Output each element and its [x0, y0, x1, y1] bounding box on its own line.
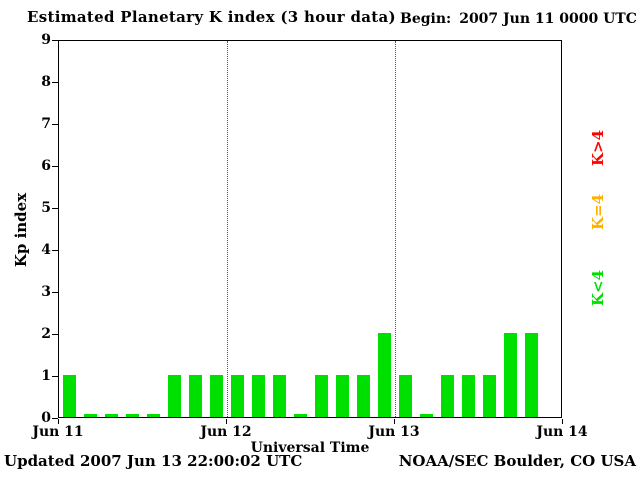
y-tick-mark: [52, 81, 58, 83]
y-tick-label: 7: [41, 116, 51, 132]
kp-bar: [147, 414, 160, 417]
kp-bar: [273, 375, 286, 417]
y-tick-label: 9: [41, 32, 51, 48]
y-tick-mark: [52, 207, 58, 209]
kp-bar: [441, 375, 454, 417]
y-axis-title: Kp index: [12, 192, 30, 268]
y-tick-mark: [52, 165, 58, 167]
y-tick-mark: [52, 291, 58, 293]
kp-bar: [210, 375, 223, 417]
x-tick-label: Jun 12: [200, 424, 252, 440]
y-tick-mark: [52, 333, 58, 335]
y-tick-label: 2: [41, 326, 51, 342]
kp-bar: [294, 414, 307, 417]
kp-bar: [504, 333, 517, 417]
kp-bar: [63, 375, 76, 417]
y-tick-mark: [52, 417, 58, 419]
kp-bar: [84, 414, 97, 417]
y-tick-mark: [52, 39, 58, 41]
kp-bar: [252, 375, 265, 417]
kp-bar: [336, 375, 349, 417]
y-tick-mark: [52, 123, 58, 125]
y-tick-mark: [52, 375, 58, 377]
begin-label: Begin:: [400, 11, 452, 27]
kp-bar: [126, 414, 139, 417]
legend-k-equal-4: K=4: [589, 193, 607, 231]
kp-bar: [189, 375, 202, 417]
kp-bar: [399, 375, 412, 417]
y-tick-label: 5: [41, 200, 51, 216]
begin-timestamp: Begin: 2007 Jun 11 0000 UTC: [400, 11, 637, 27]
kp-bar: [483, 375, 496, 417]
legend-k-above-4: K>4: [589, 129, 607, 167]
y-tick-label: 3: [41, 284, 51, 300]
x-tick-label: Jun 14: [536, 424, 588, 440]
x-tick-mark: [226, 419, 227, 424]
y-tick-label: 4: [41, 242, 51, 258]
x-tick-mark: [394, 419, 395, 424]
y-tick-label: 1: [41, 368, 51, 384]
chart-title: Estimated Planetary K index (3 hour data…: [27, 8, 396, 26]
legend-k-below-4: K<4: [589, 269, 607, 307]
kp-bar: [420, 414, 433, 417]
x-tick-mark: [58, 419, 59, 424]
plot-area: [58, 40, 562, 418]
source-credit: NOAA/SEC Boulder, CO USA: [398, 452, 636, 470]
day-boundary-gridline: [395, 41, 396, 417]
kp-bar: [357, 375, 370, 417]
kp-bar: [315, 375, 328, 417]
x-axis-title: Universal Time: [250, 440, 370, 456]
x-tick-label: Jun 11: [32, 424, 84, 440]
kp-bar: [462, 375, 475, 417]
y-tick-label: 6: [41, 158, 51, 174]
y-tick-label: 8: [41, 74, 51, 90]
begin-value: 2007 Jun 11 0000 UTC: [459, 11, 637, 27]
kp-bar: [231, 375, 244, 417]
kp-bar: [378, 333, 391, 417]
y-tick-label: 0: [41, 410, 51, 426]
kp-bar: [168, 375, 181, 417]
kp-bar: [525, 333, 538, 417]
y-tick-mark: [52, 249, 58, 251]
day-boundary-gridline: [227, 41, 228, 417]
kp-bar: [105, 414, 118, 417]
x-tick-label: Jun 13: [368, 424, 420, 440]
updated-timestamp: Updated 2007 Jun 13 22:00:02 UTC: [4, 452, 303, 470]
x-tick-mark: [562, 419, 563, 424]
